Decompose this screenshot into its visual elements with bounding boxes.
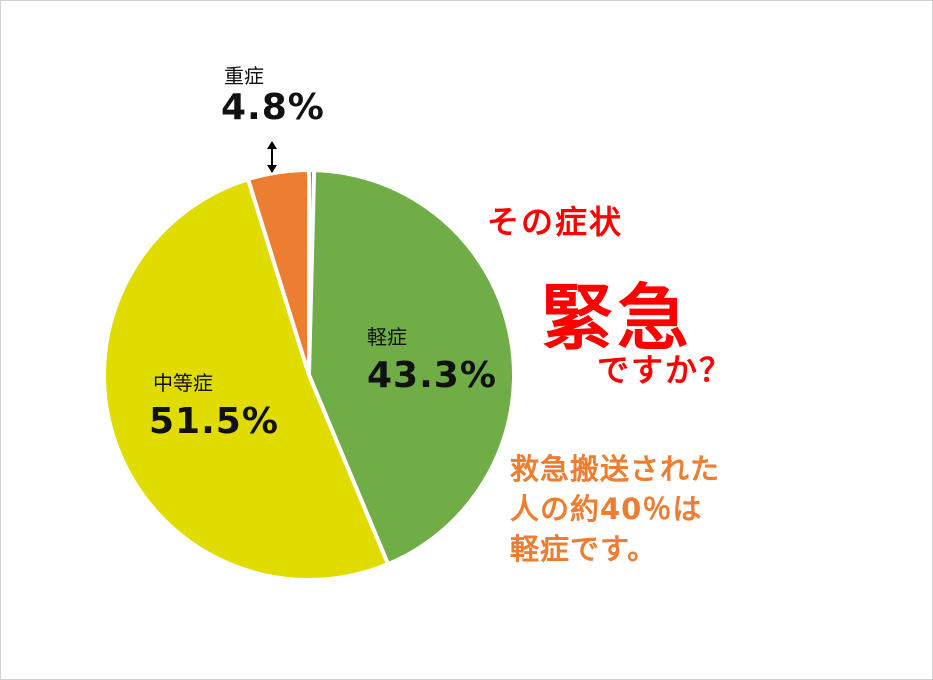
moderate-label: 中等症 — [153, 371, 213, 395]
headline-line-2: 緊急 — [541, 276, 694, 360]
severe-label: 重症 — [224, 64, 264, 88]
note-line-3: 軽症です。 — [510, 532, 658, 566]
note-line-1: 救急搬送された — [510, 452, 721, 486]
pie-slice-severe — [246, 168, 311, 377]
pie-slice-moderate — [102, 177, 391, 582]
pie-slice-mild — [307, 168, 516, 567]
note-text: 救急搬送された 人の約40％は 軽症です。 — [510, 449, 720, 569]
headline-line-1: その症状 — [487, 203, 624, 241]
note-line-2: 人の約40％は — [510, 492, 703, 526]
arrow-down-icon — [267, 165, 277, 173]
severe-value: 4.8% — [221, 87, 325, 128]
arrow-up-icon — [267, 141, 277, 149]
moderate-value: 51.5% — [149, 401, 279, 442]
headline-line-3: ですか？ — [597, 351, 734, 389]
mild-value: 43.3% — [367, 355, 497, 396]
mild-label: 軽症 — [367, 325, 407, 349]
